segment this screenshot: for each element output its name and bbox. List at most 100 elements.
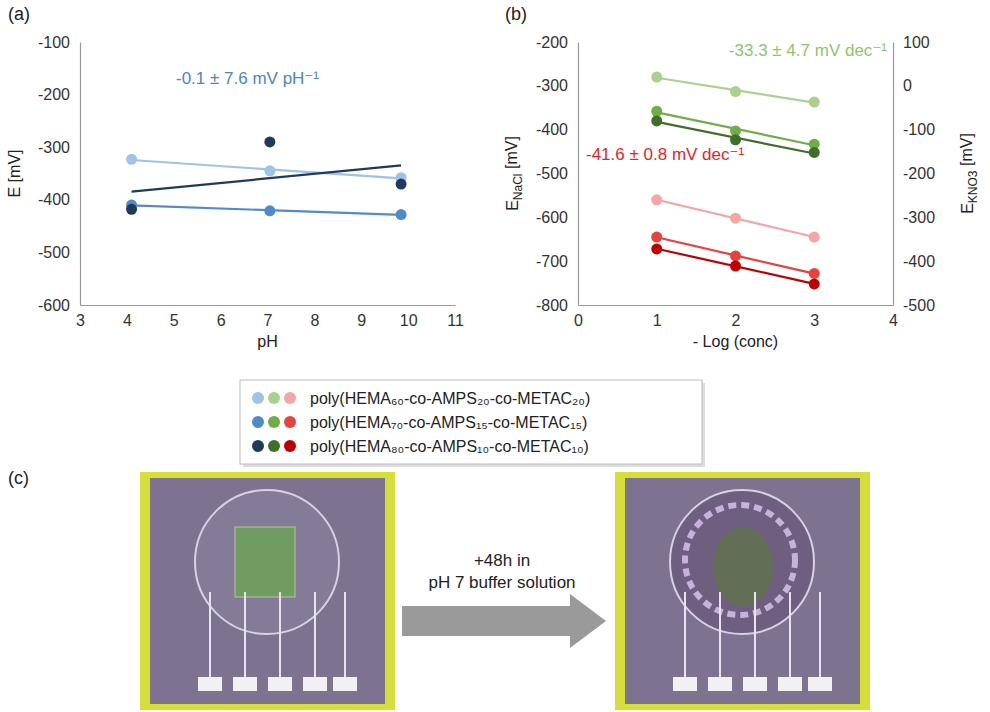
- data-point: [730, 213, 741, 224]
- x-axis-tick-label: 4: [889, 312, 898, 329]
- legend-marker: [284, 440, 296, 452]
- photo-trace: [344, 592, 346, 677]
- y2-axis-tick-label: -500: [903, 297, 935, 314]
- legend-label: poly(HEMA₈₀-co-AMPS₁₀-co-METAC₁₀): [310, 438, 589, 455]
- plot-area: [651, 72, 820, 290]
- data-point: [396, 209, 407, 220]
- photo-pad: [198, 677, 222, 691]
- arrow: [402, 594, 606, 648]
- y-axis-tick: -800: [536, 297, 578, 314]
- photo-trace: [279, 592, 281, 677]
- x-axis-tick: 8: [310, 305, 319, 329]
- y-axis-tick-label: -300: [536, 77, 568, 94]
- y-axis-tick: -200: [38, 86, 80, 103]
- data-point: [809, 232, 820, 243]
- panel-letter: (b): [505, 4, 527, 24]
- x-axis-line: [579, 305, 894, 306]
- y2-axis-tick-label: -300: [903, 209, 935, 226]
- annotation: -41.6 ± 0.8 mV dec⁻¹: [586, 145, 744, 164]
- y2-axis-line: [893, 43, 894, 306]
- y-axis-tick: -300: [38, 139, 80, 156]
- y-axis-tick-label: -300: [38, 139, 70, 156]
- x-axis-tick-label: 0: [574, 312, 583, 329]
- data-point: [396, 179, 407, 190]
- x-axis-tick-label: 7: [264, 312, 273, 329]
- legend-marker: [284, 392, 296, 404]
- legend-marker: [252, 440, 264, 452]
- photo-pad: [778, 677, 802, 691]
- plot-area: [126, 136, 407, 220]
- data-point: [809, 278, 820, 289]
- data-point: [730, 260, 741, 271]
- legend-box: [240, 380, 702, 464]
- legend-marker: [252, 416, 264, 428]
- x-axis-tick: 2: [732, 305, 741, 329]
- trend-line: [657, 200, 815, 237]
- y-axis-tick: -500: [536, 165, 578, 182]
- legend-label: poly(HEMA₇₀-co-AMPS₁₅-co-METAC₁₅): [310, 414, 587, 431]
- x-axis-tick-label: 4: [123, 312, 132, 329]
- y-axis-tick: -500: [38, 244, 80, 261]
- y-axis-tick: -400: [38, 191, 80, 208]
- x-axis-tick-label: 2: [732, 312, 741, 329]
- photo-trace: [684, 592, 686, 677]
- y2-axis-tick-label: -100: [903, 121, 935, 138]
- trend-line: [657, 249, 815, 284]
- x-axis-tick: 5: [170, 305, 179, 329]
- data-point: [809, 268, 820, 279]
- panel-letter: (c): [8, 468, 29, 488]
- data-point: [809, 147, 820, 158]
- trend-line: [657, 237, 815, 273]
- data-point: [651, 194, 662, 205]
- x-axis-tick: 6: [217, 305, 226, 329]
- legend-label: poly(HEMA₆₀-co-AMPS₂₀-co-METAC₂₀): [310, 390, 590, 407]
- data-point: [264, 205, 275, 216]
- y2-axis-tick: -200: [893, 165, 935, 182]
- y-axis-tick-label: -500: [38, 244, 70, 261]
- legend-marker: [268, 392, 280, 404]
- photo-well: [670, 490, 814, 634]
- y2-axis-tick: -300: [893, 209, 935, 226]
- x-axis-tick: 3: [810, 305, 819, 329]
- arrow-caption: pH 7 buffer solution: [428, 573, 575, 592]
- legend-marker: [284, 416, 296, 428]
- legend-marker: [252, 392, 264, 404]
- y-axis: -600-500-400-300-200-100: [38, 34, 81, 314]
- photo-film: [235, 527, 295, 597]
- data-point: [126, 204, 137, 215]
- y2-axis-tick: -100: [893, 121, 935, 138]
- photo-pad: [233, 677, 257, 691]
- annotation: -33.3 ± 4.7 mV dec⁻¹: [729, 41, 887, 60]
- y-axis: -800-700-600-500-400-300-200: [536, 34, 579, 314]
- y2-axis-tick: 100: [893, 34, 930, 51]
- data-point: [730, 250, 741, 261]
- x-axis-line: [81, 305, 456, 306]
- photo-chip: [150, 478, 385, 704]
- y-axis-title: E [mV]: [6, 149, 23, 197]
- x-axis-tick: 9: [357, 305, 366, 329]
- x-axis: 01234: [574, 305, 898, 329]
- y-axis-tick: -200: [536, 34, 578, 51]
- y-axis-tick-label: -500: [536, 165, 568, 182]
- photo-trace: [789, 592, 791, 677]
- trend-line: [132, 165, 402, 191]
- x-axis-tick: 4: [123, 305, 132, 329]
- photo-trace: [209, 592, 211, 677]
- y-axis-tick: -100: [38, 34, 80, 51]
- y2-axis-title: EKNO3 [mV]: [958, 133, 980, 214]
- photo-pad: [303, 677, 327, 691]
- data-point: [651, 243, 662, 254]
- y2-axis-tick-label: -200: [903, 165, 935, 182]
- photo-trace: [754, 592, 756, 677]
- photo-after: [615, 472, 870, 710]
- legend-marker: [268, 440, 280, 452]
- x-axis-tick-label: 9: [357, 312, 366, 329]
- y-axis-tick-label: -100: [38, 34, 70, 51]
- y2-axis-tick-label: -400: [903, 253, 935, 270]
- figure: (a)34567891011-600-500-400-300-200-100pH…: [0, 0, 990, 712]
- panel-c: (c)+48h inpH 7 buffer solution: [8, 468, 870, 710]
- y2-axis-tick-label: 0: [903, 77, 912, 94]
- panel-0: (a)34567891011-600-500-400-300-200-100pH…: [6, 4, 464, 350]
- y-axis-tick: -400: [536, 121, 578, 138]
- y-axis-tick: -700: [536, 253, 578, 270]
